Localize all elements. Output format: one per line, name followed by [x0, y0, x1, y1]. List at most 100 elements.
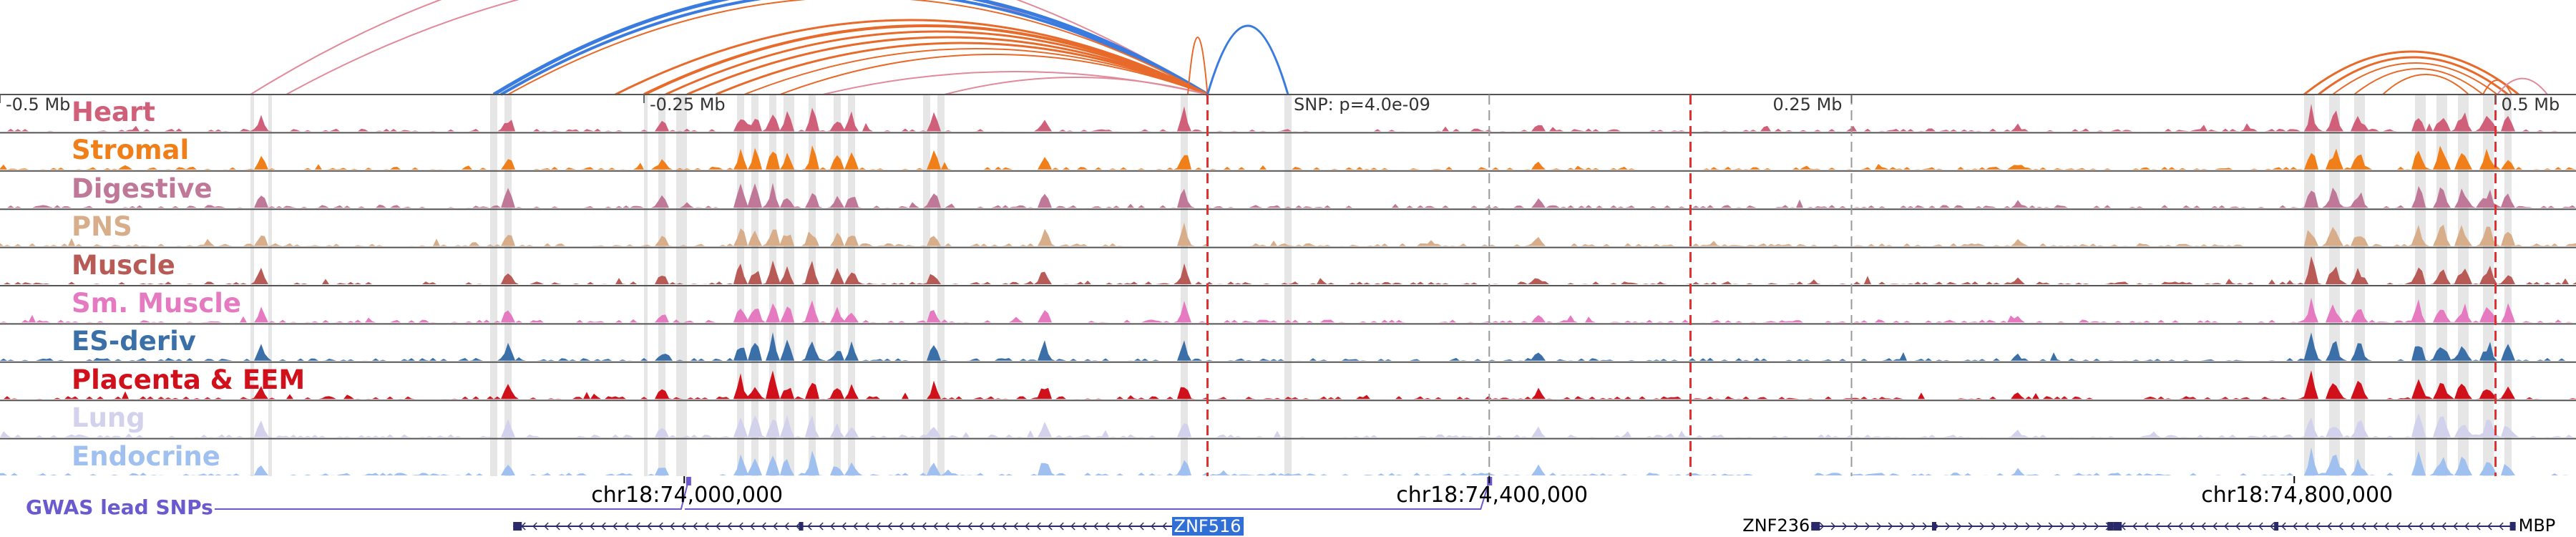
strand-arrow: [590, 522, 595, 531]
gene-annotation-track: [215, 476, 2516, 531]
strand-arrow: [2155, 522, 2160, 531]
loop-arc: [2318, 56, 2509, 96]
track-label-sm-muscle: Sm. Muscle: [72, 288, 242, 319]
strand-arrow: [2304, 522, 2309, 531]
coordinate-label: chr18:74,400,000: [1396, 483, 1589, 508]
strand-arrow: [521, 522, 526, 531]
strand-arrow: [578, 522, 583, 531]
strand-arrow: [2361, 522, 2366, 531]
loop-arc: [2303, 50, 2519, 96]
signal-heart: [0, 103, 2576, 132]
strand-arrow: [2476, 522, 2481, 531]
strand-arrow: [933, 522, 938, 531]
loop-arc: [2497, 77, 2548, 95]
exon: [1811, 522, 1820, 531]
signal-digestive: [0, 183, 2576, 208]
strand-arrow: [1911, 522, 1916, 531]
strand-arrow: [555, 522, 560, 531]
strand-arrow: [1002, 522, 1007, 531]
snp-label: SNP: p=4.0e-09: [1294, 95, 1430, 115]
coordinate-label: chr18:74,000,000: [591, 483, 784, 508]
scale-label: 0.5 Mb: [2501, 95, 2560, 115]
signal-endocrine: [0, 447, 2576, 475]
strand-arrow: [1853, 522, 1859, 531]
track-label-muscle: Muscle: [72, 249, 175, 281]
signal-tracks: [0, 94, 2576, 476]
loop-arc: [2482, 79, 2512, 95]
strand-arrow: [2350, 522, 2355, 531]
strand-arrow: [2281, 522, 2286, 531]
strand-arrow: [2132, 522, 2137, 531]
strand-arrow: [1013, 522, 1018, 531]
loop-arc: [743, 48, 1208, 95]
strand-arrow: [2235, 522, 2240, 531]
scale-label: 0.25 Mb: [1772, 95, 1843, 115]
strand-arrow: [2338, 522, 2343, 531]
strand-arrow: [2464, 522, 2469, 531]
strand-arrow: [945, 522, 950, 531]
strand-arrow: [1025, 522, 1030, 531]
gwas-lead-snps-label: GWAS lead SNPs: [26, 495, 213, 519]
loop-arc: [499, 0, 1209, 96]
track-label-endocrine: Endocrine: [72, 440, 220, 472]
strand-arrow: [2014, 522, 2019, 531]
strand-arrow: [922, 522, 927, 531]
loop-arc: [779, 54, 1208, 95]
strand-arrow: [1876, 522, 1882, 531]
strand-arrow: [1059, 522, 1064, 531]
gene-label-znf236: ZNF236: [1742, 516, 1810, 536]
strand-arrow: [1139, 522, 1144, 531]
loop-arc: [250, 0, 1209, 95]
exon: [2107, 522, 2114, 531]
strand-arrow: [1945, 522, 1951, 531]
gene-label-mbp: MBP: [2518, 516, 2556, 536]
strand-arrow: [1830, 522, 1836, 531]
gwas-connector: [684, 480, 1491, 510]
signal-pns: [0, 222, 2576, 246]
strand-arrow: [2224, 522, 2229, 531]
strand-arrow: [681, 522, 686, 531]
strand-arrow: [1922, 522, 1928, 531]
strand-arrow: [876, 522, 881, 531]
strand-arrow: [2082, 522, 2088, 531]
strand-arrow: [1979, 522, 1985, 531]
scale-label: -0.5 Mb: [6, 95, 71, 115]
strand-arrow: [2247, 522, 2252, 531]
strand-arrow: [2441, 522, 2446, 531]
strand-arrow: [601, 522, 606, 531]
strand-arrow: [979, 522, 984, 531]
strand-arrow: [2499, 522, 2504, 531]
track-label-stromal: Stromal: [72, 135, 190, 166]
strand-arrow: [635, 522, 640, 531]
strand-arrow: [1968, 522, 1974, 531]
strand-arrow: [2487, 522, 2492, 531]
strand-arrow: [1036, 522, 1041, 531]
strand-arrow: [2059, 522, 2065, 531]
loop-arc: [686, 36, 1209, 96]
loop-arc: [2332, 62, 2498, 95]
gwas-snp-marker: [686, 477, 691, 485]
track-label-pns: PNS: [72, 211, 132, 243]
strand-arrow: [2316, 522, 2321, 531]
loop-arc: [2382, 74, 2469, 95]
strand-arrow: [2190, 522, 2195, 531]
strand-arrow: [910, 522, 915, 531]
strand-arrow: [2453, 522, 2458, 531]
strand-arrow: [2258, 522, 2263, 531]
strand-arrow: [819, 522, 824, 531]
strand-arrow: [2002, 522, 2008, 531]
strand-arrow: [1865, 522, 1870, 531]
exon: [1932, 522, 1936, 531]
strand-arrow: [887, 522, 892, 531]
strand-arrow: [2048, 522, 2054, 531]
strand-arrow: [658, 522, 663, 531]
gwas-connector: [215, 480, 689, 510]
strand-arrow: [693, 522, 698, 531]
signal-placenta-eem: [0, 370, 2576, 400]
loop-arc: [492, 0, 1209, 97]
strand-arrow: [864, 522, 869, 531]
strand-arrow: [2430, 522, 2435, 531]
loop-arc: [665, 30, 1209, 96]
strand-arrow: [1151, 522, 1156, 531]
strand-arrow: [716, 522, 721, 531]
